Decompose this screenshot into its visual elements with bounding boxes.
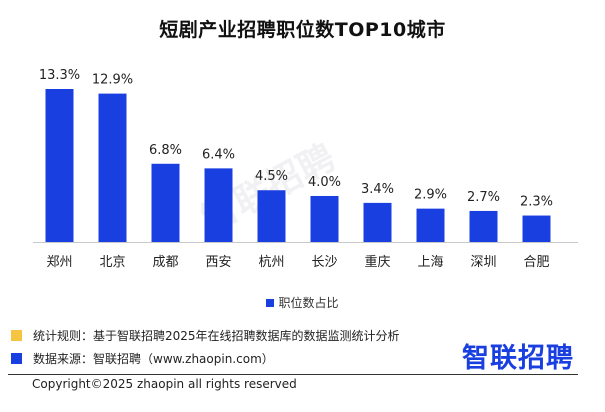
x-tick-label-0: 郑州 <box>46 255 72 270</box>
x-tick-label-5: 长沙 <box>311 255 337 270</box>
bar-5 <box>310 195 339 242</box>
bar-1 <box>98 93 127 242</box>
bar-4 <box>257 190 286 242</box>
note-source-marker <box>11 353 22 364</box>
note-rule-marker <box>11 330 22 341</box>
bar-2 <box>151 163 180 242</box>
brand-logo: 智联招聘 <box>462 343 574 374</box>
data-label-6: 3.4% <box>361 182 394 197</box>
data-label-5: 4.0% <box>308 175 341 190</box>
x-tick-label-2: 成都 <box>152 255 178 270</box>
x-tick-label-4: 杭州 <box>258 255 284 270</box>
note-rule-text: 统计规则：基于智联招聘2025年在线招聘数据库的数据监测统计分析 <box>33 329 400 343</box>
data-label-0: 13.3% <box>39 68 80 83</box>
data-label-2: 6.8% <box>149 143 182 158</box>
bar-9 <box>522 215 551 242</box>
x-tick-label-8: 深圳 <box>470 255 496 270</box>
bar-6 <box>363 202 392 242</box>
x-tick-label-1: 北京 <box>99 255 125 270</box>
copyright: Copyright©2025 zhaopin all rights reserv… <box>32 377 297 391</box>
bar-7 <box>416 208 445 242</box>
data-label-8: 2.7% <box>467 190 500 205</box>
x-tick-label-9: 合肥 <box>523 255 549 270</box>
x-tick-label-3: 西安 <box>205 255 231 270</box>
data-label-1: 12.9% <box>92 73 133 88</box>
data-label-9: 2.3% <box>520 195 553 210</box>
bar-3 <box>204 168 233 242</box>
data-label-7: 2.9% <box>414 188 447 203</box>
x-tick-label-7: 上海 <box>417 255 443 270</box>
data-label-3: 6.4% <box>202 147 235 162</box>
note-source-text: 数据来源：智联招聘（www.zhaopin.com） <box>33 352 274 366</box>
chart-title: 短剧产业招聘职位数TOP10城市 <box>159 19 446 41</box>
legend: 职位数占比 <box>0 294 605 311</box>
bar-chart: 13.3% 郑州 12.9% 北京 6.8% 成都 6.4% 西安 4.5% 杭州 4.0% 长沙 3.… <box>33 68 578 270</box>
bar-0 <box>45 89 74 242</box>
legend-label: 职位数占比 <box>278 296 339 310</box>
note-rule: 统计规则：基于智联招聘2025年在线招聘数据库的数据监测统计分析 <box>11 327 400 344</box>
x-tick-label-6: 重庆 <box>364 254 390 270</box>
bar-8 <box>469 210 498 242</box>
data-label-4: 4.5% <box>255 169 288 184</box>
note-source: 数据来源：智联招聘（www.zhaopin.com） <box>11 350 274 367</box>
footer-divider <box>8 374 578 375</box>
legend-swatch <box>266 298 275 307</box>
